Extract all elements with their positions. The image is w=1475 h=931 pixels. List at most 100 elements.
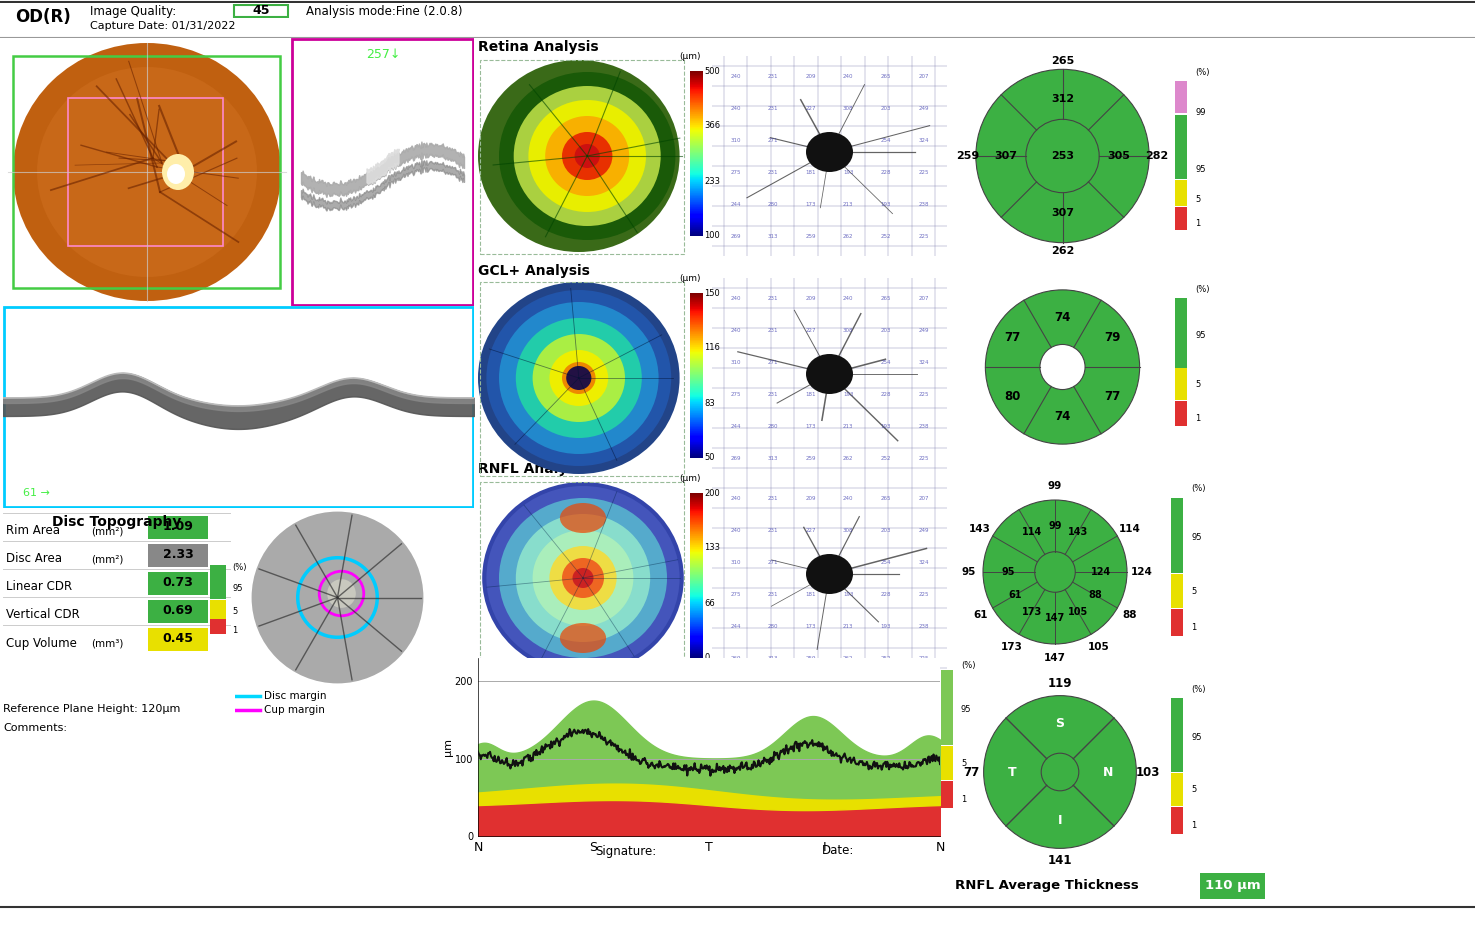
- Text: 193: 193: [881, 201, 891, 207]
- Text: 324: 324: [919, 359, 929, 365]
- Text: 181: 181: [805, 591, 816, 597]
- Text: 141: 141: [1047, 854, 1072, 867]
- FancyBboxPatch shape: [148, 628, 208, 651]
- FancyBboxPatch shape: [1171, 498, 1183, 573]
- Text: 244: 244: [730, 201, 740, 207]
- Text: 173: 173: [805, 424, 816, 428]
- Circle shape: [566, 366, 591, 390]
- Text: 61 →: 61 →: [24, 488, 50, 498]
- Text: 193: 193: [844, 591, 854, 597]
- FancyBboxPatch shape: [941, 670, 953, 745]
- Text: 1.09: 1.09: [162, 520, 193, 533]
- Text: 0.73: 0.73: [162, 576, 193, 589]
- Text: 207: 207: [919, 74, 929, 78]
- Text: 213: 213: [844, 201, 854, 207]
- Text: 238: 238: [919, 424, 929, 428]
- Circle shape: [499, 302, 659, 454]
- Text: 324: 324: [919, 560, 929, 564]
- Ellipse shape: [560, 503, 606, 533]
- Text: 5: 5: [233, 607, 237, 616]
- Text: 105: 105: [1087, 641, 1109, 652]
- Text: 231: 231: [768, 495, 779, 501]
- Text: 231: 231: [768, 295, 779, 301]
- FancyBboxPatch shape: [148, 572, 208, 595]
- Text: 1: 1: [1195, 220, 1201, 228]
- Text: 265: 265: [881, 495, 891, 501]
- Text: 265: 265: [881, 295, 891, 301]
- Text: 262: 262: [844, 234, 854, 238]
- Circle shape: [478, 60, 680, 252]
- Text: 262: 262: [1050, 246, 1074, 256]
- Text: 110 μm: 110 μm: [1205, 880, 1260, 893]
- FancyBboxPatch shape: [1171, 807, 1183, 834]
- FancyBboxPatch shape: [1171, 698, 1183, 772]
- Text: Analysis mode:Fine (2.0.8): Analysis mode:Fine (2.0.8): [305, 5, 463, 18]
- Circle shape: [1040, 344, 1086, 389]
- Text: 262: 262: [844, 455, 854, 461]
- Text: 173: 173: [805, 624, 816, 628]
- Text: 244: 244: [730, 624, 740, 628]
- FancyBboxPatch shape: [235, 5, 288, 18]
- Text: 124: 124: [1130, 567, 1152, 577]
- Text: 227: 227: [805, 105, 816, 111]
- Text: 0: 0: [705, 654, 709, 663]
- Text: 95: 95: [1195, 166, 1205, 174]
- Text: 308: 308: [844, 105, 854, 111]
- Text: 252: 252: [881, 655, 891, 660]
- Text: 308: 308: [844, 528, 854, 533]
- Text: 0.45: 0.45: [162, 632, 193, 645]
- Text: 313: 313: [768, 455, 779, 461]
- Circle shape: [549, 350, 608, 406]
- Text: 500: 500: [705, 66, 720, 75]
- Text: 253: 253: [1052, 151, 1074, 161]
- Text: 203: 203: [881, 528, 891, 533]
- Text: (%): (%): [1190, 484, 1205, 493]
- Text: Disc Topography: Disc Topography: [52, 515, 181, 529]
- Text: Vertical CDR: Vertical CDR: [6, 609, 80, 622]
- Text: 66: 66: [705, 599, 715, 608]
- Text: 310: 310: [730, 138, 740, 142]
- Text: 231: 231: [768, 591, 779, 597]
- Text: 227: 227: [805, 528, 816, 533]
- Text: 259: 259: [805, 234, 816, 238]
- Circle shape: [499, 72, 676, 240]
- Text: 74: 74: [1055, 411, 1071, 424]
- Text: 119: 119: [1047, 678, 1072, 691]
- Circle shape: [478, 282, 680, 474]
- Text: 240: 240: [730, 328, 740, 332]
- Text: 240: 240: [730, 74, 740, 78]
- Text: 1: 1: [962, 795, 966, 804]
- Text: 95: 95: [1195, 331, 1205, 340]
- Text: 231: 231: [768, 169, 779, 174]
- Text: 193: 193: [844, 169, 854, 174]
- Text: 240: 240: [730, 528, 740, 533]
- Text: 269: 269: [730, 455, 740, 461]
- Text: 77: 77: [963, 765, 979, 778]
- Text: 173: 173: [1002, 641, 1022, 652]
- Text: 280: 280: [768, 201, 779, 207]
- Text: 252: 252: [881, 455, 891, 461]
- Text: GCL+ Analysis: GCL+ Analysis: [478, 264, 590, 278]
- Text: 280: 280: [768, 624, 779, 628]
- Text: 231: 231: [768, 74, 779, 78]
- Text: 225: 225: [919, 591, 929, 597]
- Circle shape: [487, 290, 671, 466]
- Text: 80: 80: [1004, 390, 1021, 403]
- Text: 240: 240: [844, 495, 854, 501]
- Text: 5: 5: [962, 759, 966, 768]
- Text: 5: 5: [1190, 587, 1196, 596]
- Text: 88: 88: [1122, 610, 1137, 620]
- Text: 143: 143: [969, 524, 991, 533]
- Text: RNFL Average Thickness: RNFL Average Thickness: [954, 880, 1139, 893]
- FancyBboxPatch shape: [1176, 400, 1186, 426]
- Text: Linear CDR: Linear CDR: [6, 581, 72, 593]
- Text: 213: 213: [844, 624, 854, 628]
- Text: 1: 1: [1190, 623, 1196, 632]
- Text: 312: 312: [1050, 94, 1074, 104]
- Circle shape: [513, 86, 661, 226]
- Text: 324: 324: [919, 138, 929, 142]
- Text: 200: 200: [705, 489, 720, 497]
- FancyBboxPatch shape: [1176, 115, 1186, 179]
- Text: 225: 225: [919, 455, 929, 461]
- Text: 254: 254: [881, 359, 891, 365]
